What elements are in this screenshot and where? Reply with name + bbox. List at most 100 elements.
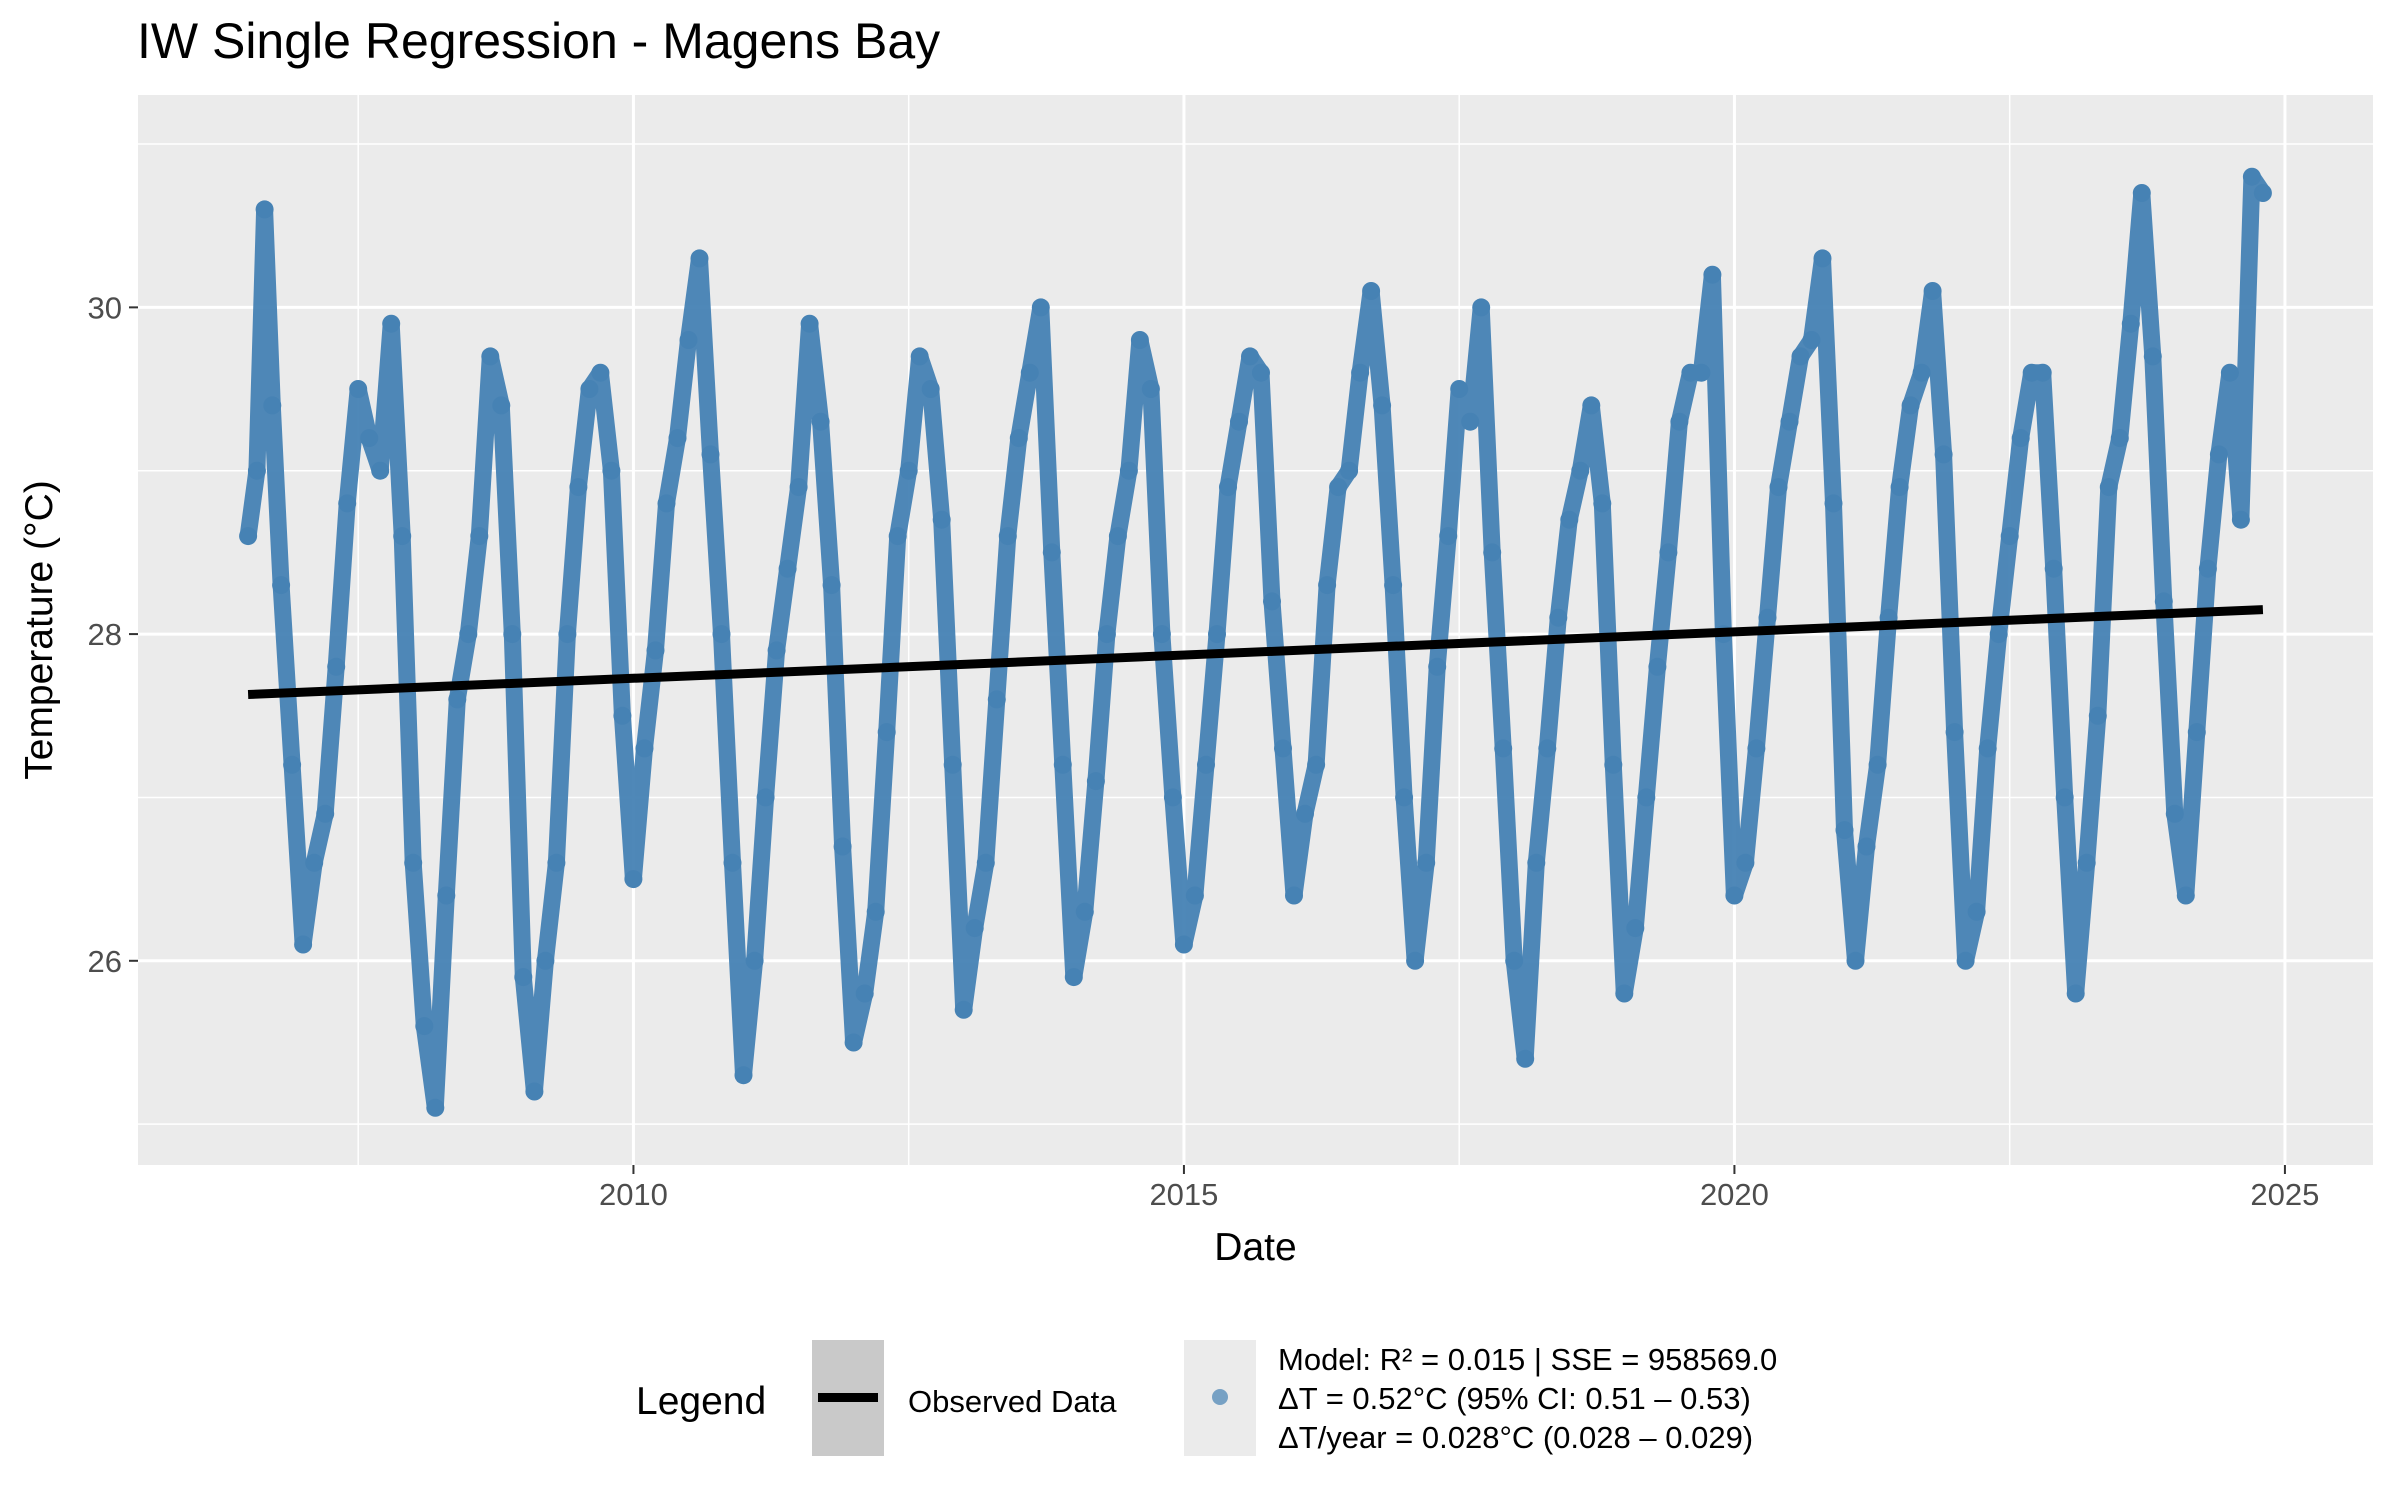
temperature-point <box>1461 412 1480 431</box>
temperature-point <box>1560 510 1579 529</box>
temperature-point <box>976 853 995 872</box>
temperature-point <box>569 478 588 497</box>
temperature-point <box>1042 543 1061 562</box>
temperature-point <box>613 706 632 725</box>
temperature-point <box>255 200 274 219</box>
temperature-point <box>2110 429 2129 448</box>
temperature-point <box>1846 951 1865 970</box>
temperature-point <box>371 461 390 480</box>
y-axis-title: Temperature (°C) <box>18 480 61 780</box>
temperature-point <box>1285 886 1303 905</box>
temperature-point <box>1472 298 1491 317</box>
temperature-point <box>635 739 654 758</box>
temperature-point <box>690 249 709 268</box>
temperature-point <box>723 853 742 872</box>
temperature-point <box>1758 608 1777 627</box>
x-tick-label: 2025 <box>2250 1177 2319 1212</box>
x-tick-label: 2020 <box>1700 1177 1769 1212</box>
temperature-point <box>756 788 775 807</box>
temperature-point <box>767 641 786 660</box>
x-axis-title: Date <box>1214 1226 1296 1269</box>
temperature-point <box>2165 804 2184 823</box>
temperature-point <box>1615 984 1634 1003</box>
temperature-point <box>646 641 665 660</box>
temperature-point <box>1956 951 1975 970</box>
temperature-point <box>888 527 907 546</box>
legend-point-label: Model: R² = 0.015 | SSE = 958569.0 ΔT = … <box>1278 1340 1777 1457</box>
temperature-point <box>624 870 643 889</box>
temperature-point <box>855 984 874 1003</box>
temperature-point <box>558 625 577 644</box>
temperature-point <box>1538 739 1557 758</box>
temperature-point <box>932 510 951 529</box>
temperature-point <box>1516 1049 1535 1068</box>
temperature-point <box>1384 576 1403 595</box>
temperature-point <box>1252 363 1270 382</box>
temperature-point <box>1637 788 1656 807</box>
temperature-point <box>393 527 412 546</box>
temperature-point <box>844 1033 863 1052</box>
legend-title: Legend <box>636 1380 767 1423</box>
temperature-point <box>2176 886 2195 905</box>
temperature-point <box>789 478 808 497</box>
temperature-point <box>1197 755 1215 774</box>
temperature-point <box>360 429 379 448</box>
legend-key-point <box>1184 1340 1256 1456</box>
temperature-point <box>1373 396 1392 415</box>
temperature-point <box>305 853 324 872</box>
temperature-point <box>514 968 533 987</box>
regression-line <box>247 605 2264 700</box>
temperature-point <box>1571 461 1590 480</box>
temperature-point <box>1450 380 1469 398</box>
temperature-point <box>1097 625 1116 644</box>
temperature-point <box>1141 380 1160 398</box>
temperature-point <box>1868 755 1887 774</box>
temperature-point <box>2132 184 2151 202</box>
temperature-point <box>1428 657 1447 676</box>
temperature-point <box>1593 494 1612 513</box>
temperature-point <box>2055 788 2074 807</box>
temperature-point <box>1075 902 1094 921</box>
temperature-point <box>866 902 885 921</box>
temperature-point <box>1494 739 1513 758</box>
temperature-point <box>1219 478 1237 497</box>
legend-line-swatch <box>818 1393 878 1402</box>
temperature-point <box>1703 265 1722 284</box>
temperature-point <box>1978 739 1997 758</box>
legend-line-label: Observed Data <box>908 1384 1117 1419</box>
temperature-point <box>1890 478 1909 497</box>
temperature-point <box>2066 984 2085 1003</box>
temperature-point <box>272 576 291 595</box>
temperature-point <box>1031 298 1050 317</box>
temperature-point <box>1670 412 1689 431</box>
temperature-point <box>943 755 962 774</box>
temperature-point <box>1152 625 1171 644</box>
temperature-point <box>1923 282 1942 300</box>
legend-delta-t-per-year: ΔT/year = 0.028°C (0.028 – 0.029) <box>1278 1420 1754 1455</box>
x-tick-label: 2015 <box>1149 1177 1218 1212</box>
temperature-point <box>2253 184 2272 202</box>
temperature-point <box>2242 167 2261 186</box>
temperature-point <box>2088 706 2107 725</box>
temperature-point <box>745 951 764 970</box>
temperature-point <box>1163 788 1182 807</box>
temperature-point <box>1648 657 1667 676</box>
temperature-point <box>580 380 599 398</box>
temperature-point <box>536 951 555 970</box>
temperature-point <box>2187 723 2206 742</box>
temperature-point <box>987 690 1006 709</box>
temperature-point <box>1439 527 1458 546</box>
plot-area: 2010 2015 2020 2025 26 28 30 Date Temperature (°… <box>18 95 2373 1269</box>
temperature-point <box>1505 951 1524 970</box>
temperature-point <box>247 461 266 480</box>
temperature-point <box>1901 396 1920 415</box>
temperature-point <box>811 412 830 431</box>
temperature-point <box>833 837 852 856</box>
temperature-point <box>239 527 258 546</box>
temperature-point <box>2154 592 2173 611</box>
temperature-point <box>448 690 467 709</box>
y-tick-label: 26 <box>88 944 122 979</box>
temperature-point <box>2033 363 2052 382</box>
temperature-point <box>1064 968 1083 987</box>
temperature-point <box>415 1017 434 1036</box>
